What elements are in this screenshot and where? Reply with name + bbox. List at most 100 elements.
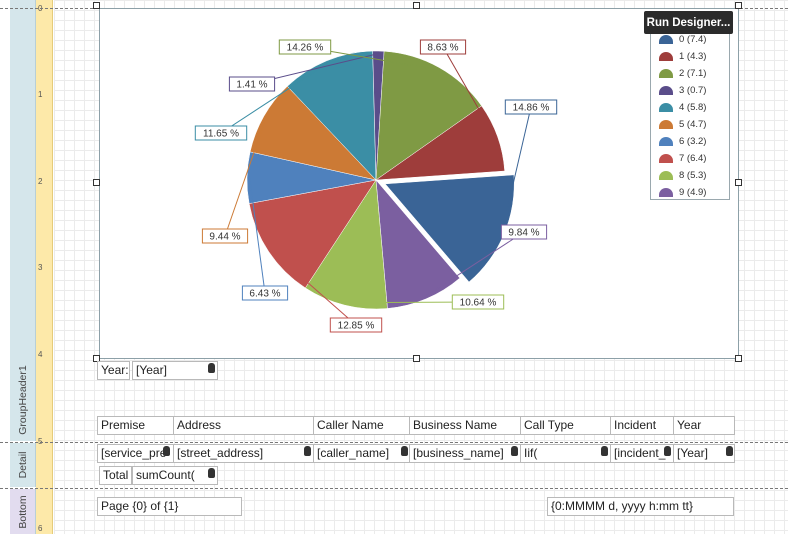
detail-field-year[interactable]: [Year] (673, 444, 735, 463)
data-label: 14.86 % (513, 103, 550, 114)
group-header-band-strip[interactable]: GroupHeader1 (10, 0, 36, 441)
legend-swatch (659, 69, 673, 78)
column-header-premise[interactable]: Premise (97, 416, 174, 435)
bottom-band-strip[interactable]: Bottom (10, 489, 36, 534)
detail-field-business-name[interactable]: [business_name] (409, 444, 521, 463)
column-header-call-type[interactable]: Call Type (520, 416, 611, 435)
pie-slice (287, 50, 377, 181)
database-icon (664, 446, 671, 456)
label-connector (224, 117, 267, 237)
ruler-number: 1 (38, 90, 43, 99)
pie-slice (375, 179, 461, 309)
data-label-box (278, 39, 332, 55)
database-icon (726, 446, 733, 456)
legend-swatch (659, 171, 673, 180)
legend-label: 9 (4.9) (679, 187, 707, 198)
data-label: 6.43 % (249, 289, 280, 300)
data-label-box (201, 228, 249, 244)
legend-swatch (659, 86, 673, 95)
data-label: 9.84 % (508, 228, 539, 239)
legend-label: 2 (7.1) (679, 68, 707, 79)
legend-swatch (659, 103, 673, 112)
label-connector (270, 249, 357, 326)
band-separator (0, 442, 788, 443)
detail-band-strip[interactable]: Detail (10, 443, 36, 487)
label-connector (220, 62, 329, 134)
legend-label: 7 (6.4) (679, 153, 707, 164)
legend-label: 5 (4.7) (679, 119, 707, 130)
legend-swatch (659, 154, 673, 163)
legend-swatch (659, 188, 673, 197)
chart-legend: 0 (7.4) 1 (4.3) 2 (7.1) 3 (0.7) 4 (5.8) 5 (4.… (650, 24, 730, 200)
column-header-caller-name[interactable]: Caller Name (313, 416, 410, 435)
detail-field-premise[interactable]: [service_pre (97, 444, 174, 463)
legend-item: 6 (3.2) (659, 136, 706, 147)
data-label-box (504, 99, 558, 115)
label-connector (424, 231, 525, 297)
data-label-box (194, 125, 248, 141)
data-label: 11.65 % (203, 129, 239, 140)
detail-field-address[interactable]: [street_address] (173, 444, 314, 463)
column-header-year[interactable]: Year (673, 416, 735, 435)
total-sum-field[interactable]: sumCount( (132, 466, 218, 485)
data-label: 14.26 % (287, 43, 324, 54)
detail-field-caller-name[interactable]: [caller_name] (313, 444, 410, 463)
legend-swatch (659, 52, 673, 61)
database-icon (163, 446, 170, 456)
ruler-number: 6 (38, 524, 43, 533)
database-icon (601, 446, 608, 456)
resize-handle[interactable] (735, 355, 742, 362)
data-label: 10.64 % (460, 298, 497, 309)
label-connector (501, 106, 532, 233)
run-designer-button[interactable]: Run Designer... (644, 11, 733, 34)
data-label-box (451, 294, 505, 310)
column-header-incident[interactable]: Incident (610, 416, 674, 435)
resize-handle[interactable] (413, 355, 420, 362)
resize-handle[interactable] (93, 355, 100, 362)
ruler-number: 3 (38, 263, 43, 272)
column-header-address[interactable]: Address (173, 416, 314, 435)
column-header-business-name[interactable]: Business Name (409, 416, 521, 435)
data-label-box (329, 317, 383, 333)
legend-label: 8 (5.3) (679, 170, 707, 181)
data-label-box (241, 285, 289, 301)
resize-handle[interactable] (93, 179, 100, 186)
legend-swatch (659, 35, 673, 44)
legend-label: 6 (3.2) (679, 136, 707, 147)
legend-item: 3 (0.7) (659, 85, 706, 96)
datetime-field[interactable]: {0:MMMM d, yyyy h:mm tt} (547, 497, 734, 516)
legend-swatch (659, 137, 673, 146)
year-field[interactable]: [Year] (132, 361, 218, 380)
legend-item: 4 (5.8) (659, 102, 706, 113)
resize-handle[interactable] (735, 2, 742, 9)
resize-handle[interactable] (413, 2, 420, 9)
legend-swatch (659, 120, 673, 129)
legend-item: 5 (4.7) (659, 119, 706, 130)
pie-slice (249, 85, 377, 181)
legend-item: 9 (4.9) (659, 187, 706, 198)
legend-label: 1 (4.3) (679, 51, 707, 62)
data-label-box (500, 224, 548, 240)
label-connector (442, 46, 496, 138)
data-label: 9.44 % (209, 232, 240, 243)
data-label: 1.41 % (236, 80, 267, 91)
detail-field-call-type[interactable]: Iif( (520, 444, 611, 463)
resize-handle[interactable] (93, 2, 100, 9)
database-icon (304, 446, 311, 456)
total-label[interactable]: Total (99, 466, 132, 485)
legend-item: 0 (7.4) (659, 34, 706, 45)
pie-slice (304, 179, 388, 310)
label-connector (249, 177, 266, 294)
year-label[interactable]: Year: (97, 361, 130, 380)
resize-handle[interactable] (735, 179, 742, 186)
data-label-box (228, 76, 276, 92)
pie-slice (375, 105, 505, 181)
page-number-field[interactable]: Page {0} of {1} (97, 497, 242, 516)
ruler-number: 4 (38, 350, 43, 359)
data-label: 12.85 % (338, 321, 375, 332)
data-label: 8.63 % (427, 43, 458, 54)
legend-item: 8 (5.3) (659, 170, 706, 181)
database-icon (401, 446, 408, 456)
detail-field-incident[interactable]: [incident_ (610, 444, 674, 463)
